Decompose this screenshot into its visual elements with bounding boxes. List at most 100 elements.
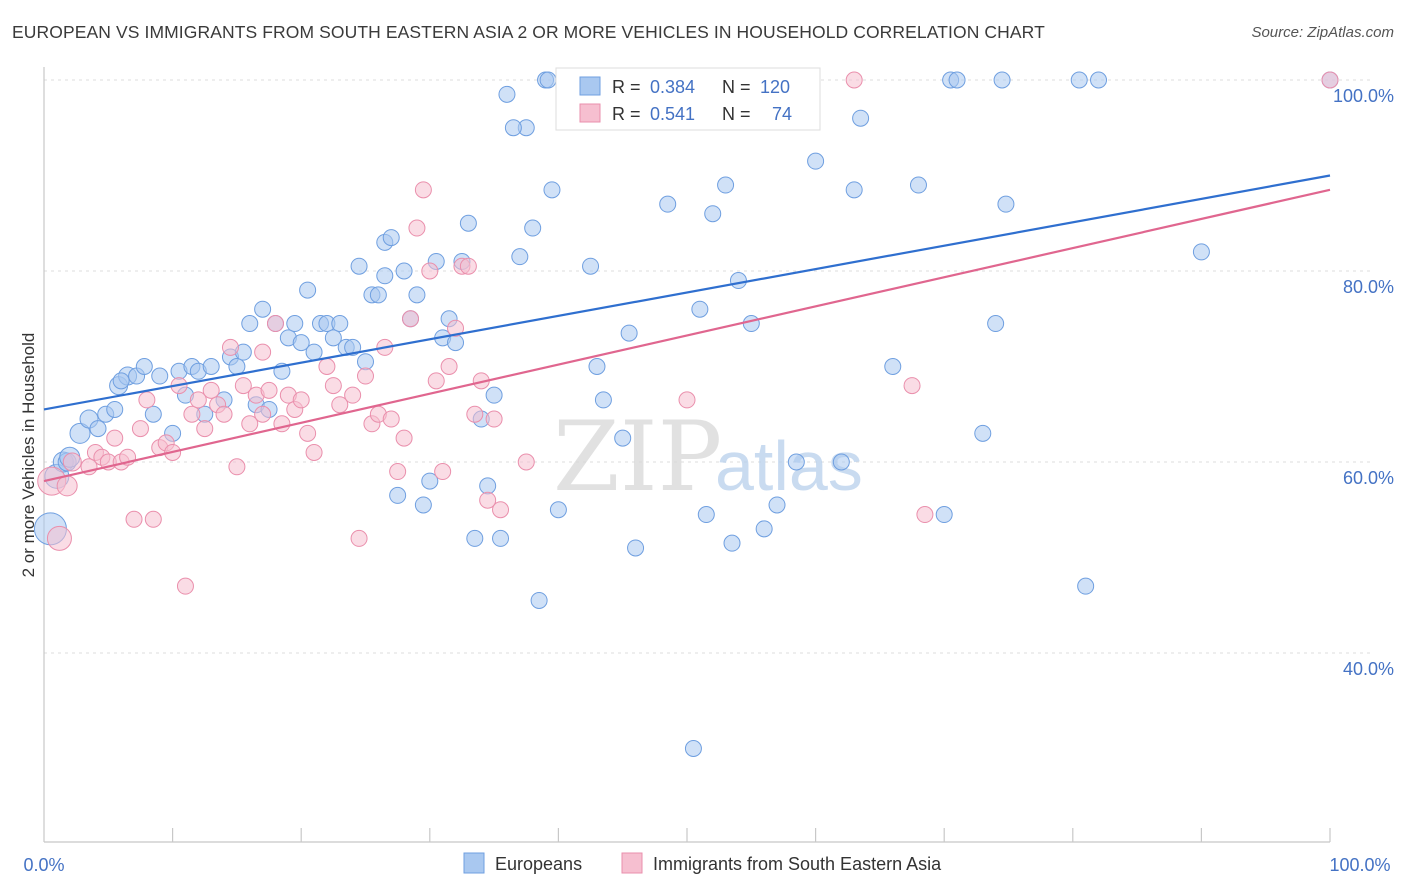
immigrants-point-41 <box>324 377 342 395</box>
immigrants-point-58 <box>440 358 458 375</box>
series-immigrants-points <box>37 71 1339 595</box>
x-tick-label-100: 100.0% <box>1329 855 1390 875</box>
europeans-point-68 <box>511 248 529 266</box>
europeans-point-34 <box>286 315 304 333</box>
europeans-point-96 <box>768 496 786 514</box>
trend-line-europeans <box>43 174 1331 411</box>
europeans-point-51 <box>395 262 413 280</box>
europeans-point-100 <box>845 181 863 199</box>
europeans-point-89 <box>697 506 715 524</box>
europeans-point-114 <box>1192 243 1210 261</box>
immigrants-point-22 <box>196 420 214 438</box>
europeans-point-98 <box>807 152 825 170</box>
europeans-point-67 <box>498 85 516 103</box>
immigrants-point-20 <box>183 405 201 423</box>
immigrants-point-69 <box>903 377 921 395</box>
y-tick-labels: 40.0% 60.0% 80.0% 100.0% <box>1333 86 1394 679</box>
europeans-point-41 <box>331 315 349 333</box>
x-tick-label-0: 0.0% <box>23 855 64 875</box>
immigrants-point-63 <box>479 491 497 509</box>
immigrants-point-56 <box>427 372 445 390</box>
immigrants-point-73 <box>254 343 272 361</box>
y-tick-label-40: 40.0% <box>1343 659 1394 679</box>
europeans-point-85 <box>659 195 677 213</box>
legend-europeans-label: Europeans <box>495 854 582 874</box>
legend-europeans-swatch <box>463 852 485 874</box>
europeans-point-106 <box>948 71 966 89</box>
europeans-point-97 <box>787 453 805 471</box>
europeans-point-92 <box>723 534 741 552</box>
legend-r-label-blue: R = <box>612 77 641 97</box>
legend-n-value-blue: 120 <box>760 77 790 97</box>
europeans-point-70 <box>524 219 542 237</box>
europeans-point-91 <box>717 176 735 194</box>
europeans-point-103 <box>909 176 927 194</box>
immigrants-point-38 <box>299 424 317 442</box>
europeans-point-5 <box>69 422 91 444</box>
series-legend: Europeans Immigrants from South Eastern … <box>463 852 942 874</box>
europeans-point-112 <box>1090 71 1108 89</box>
europeans-point-9 <box>106 400 124 418</box>
europeans-point-44 <box>350 257 368 275</box>
europeans-point-87 <box>684 740 702 757</box>
immigrants-point-27 <box>228 458 246 476</box>
legend-swatch-blue <box>579 76 601 96</box>
europeans-point-36 <box>299 281 317 299</box>
immigrants-point-3 <box>62 452 82 472</box>
watermark-zip: ZIP <box>553 401 722 513</box>
immigrants-point-26 <box>221 338 239 356</box>
legend-n-label-pink: N = <box>722 104 751 124</box>
y-tick-label-60: 60.0% <box>1343 468 1394 488</box>
immigrants-point-67 <box>678 391 696 409</box>
europeans-point-82 <box>627 539 645 557</box>
immigrants-point-44 <box>350 529 368 547</box>
y-tick-label-100: 100.0% <box>1333 86 1394 106</box>
immigrants-point-2 <box>56 475 78 497</box>
legend-r-value-pink: 0.541 <box>650 104 695 124</box>
europeans-point-73 <box>543 181 561 199</box>
immigrants-point-8 <box>106 429 124 447</box>
legend-immigrants-label: Immigrants from South Eastern Asia <box>653 854 942 874</box>
europeans-point-88 <box>691 300 709 318</box>
europeans-point-50 <box>389 486 407 504</box>
europeans-point-117 <box>376 267 394 285</box>
immigrants-point-28 <box>234 377 252 395</box>
europeans-point-81 <box>620 324 638 342</box>
europeans-point-29 <box>254 300 272 318</box>
immigrants-point-43 <box>344 386 362 404</box>
immigrants-point-1 <box>46 525 72 551</box>
y-axis-label: 2 or more Vehicles in Household <box>19 333 38 578</box>
stats-legend: R = 0.384 N = 120 R = 0.541 N = 74 <box>555 67 821 131</box>
trend-lines <box>43 174 1331 483</box>
immigrants-point-29 <box>241 415 259 433</box>
europeans-point-107 <box>974 424 992 442</box>
europeans-point-49 <box>382 229 400 247</box>
immigrants-point-33 <box>266 315 284 333</box>
europeans-point-14 <box>144 405 162 423</box>
immigrants-point-59 <box>447 319 465 337</box>
europeans-point-55 <box>421 472 439 490</box>
europeans-point-53 <box>408 286 426 304</box>
europeans-point-104 <box>935 506 953 524</box>
immigrants-point-21 <box>189 391 207 409</box>
source-label: Source: ZipAtlas.com <box>1251 24 1394 41</box>
immigrants-point-53 <box>408 219 426 237</box>
immigrants-point-31 <box>254 405 272 423</box>
europeans-point-111 <box>1070 71 1088 89</box>
immigrants-point-61 <box>466 405 484 423</box>
x-axis-ticks <box>172 828 1331 842</box>
europeans-point-113 <box>1077 577 1095 595</box>
immigrants-point-11 <box>125 510 143 528</box>
immigrants-point-40 <box>318 358 336 375</box>
legend-r-label-pink: R = <box>612 104 641 124</box>
europeans-point-108 <box>987 315 1005 333</box>
immigrants-point-39 <box>305 443 323 461</box>
legend-immigrants-swatch <box>621 852 643 874</box>
immigrants-point-12 <box>131 420 149 438</box>
immigrants-point-19 <box>176 577 194 595</box>
europeans-point-118 <box>504 119 522 137</box>
europeans-point-7 <box>89 420 107 438</box>
watermark: ZIP atlas <box>553 401 863 513</box>
europeans-point-90 <box>704 205 722 223</box>
immigrants-point-52 <box>402 310 420 328</box>
